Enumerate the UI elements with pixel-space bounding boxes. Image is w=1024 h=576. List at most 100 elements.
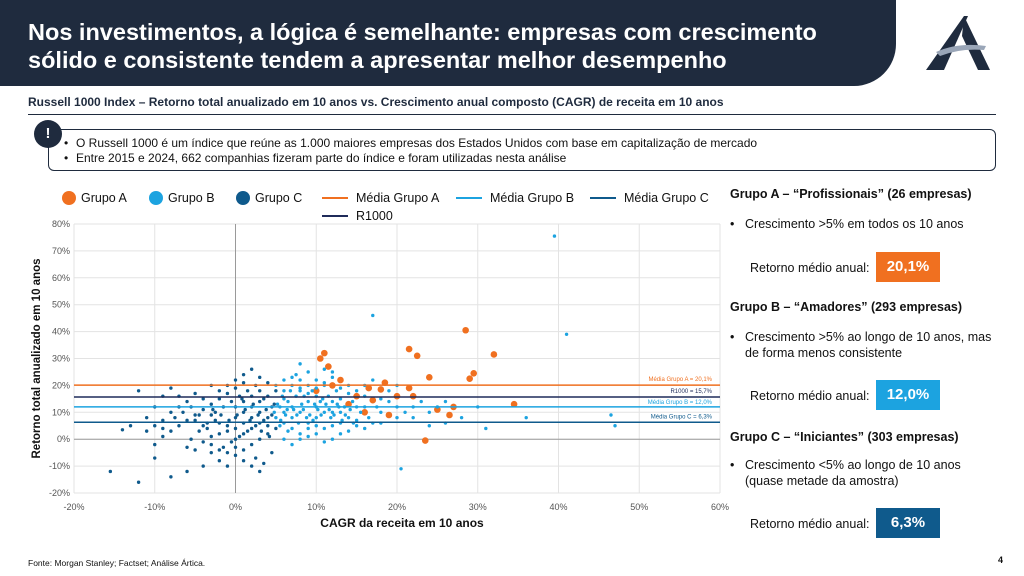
- data-point: [301, 407, 306, 412]
- group-c-text: Crescimento <5% ao longo de 10 anos (qua…: [745, 457, 961, 489]
- data-point: [306, 426, 310, 431]
- data-point: [354, 424, 359, 428]
- data-point: [193, 413, 197, 417]
- data-point: [322, 367, 327, 371]
- data-point: [361, 409, 369, 416]
- data-point: [609, 413, 613, 417]
- data-point: [209, 413, 213, 417]
- data-point: [298, 389, 302, 393]
- data-point: [225, 450, 230, 455]
- data-point: [258, 375, 262, 380]
- y-tick-label: 70%: [52, 246, 70, 256]
- data-point: [306, 399, 310, 404]
- data-point: [201, 424, 205, 428]
- data-point: [205, 426, 209, 431]
- data-point: [225, 391, 230, 396]
- data-point: [387, 399, 391, 404]
- data-point: [225, 464, 230, 468]
- data-point: [316, 407, 320, 412]
- data-point: [295, 413, 299, 417]
- data-point: [185, 399, 189, 404]
- data-point: [399, 467, 403, 471]
- data-point: [470, 369, 478, 377]
- x-tick-label: 60%: [711, 502, 729, 512]
- data-point: [153, 424, 157, 428]
- data-point: [193, 391, 197, 396]
- data-point: [258, 389, 262, 393]
- data-point: [524, 415, 528, 420]
- data-point: [161, 434, 165, 439]
- data-point: [312, 402, 317, 406]
- data-point: [379, 410, 383, 414]
- y-tick-label: 60%: [52, 273, 70, 283]
- data-point: [330, 399, 335, 404]
- data-point: [288, 389, 293, 393]
- y-tick-label: -20%: [49, 488, 70, 498]
- data-point: [272, 410, 276, 414]
- data-point: [272, 402, 276, 406]
- data-point: [330, 410, 335, 414]
- data-point: [490, 351, 498, 358]
- data-point: [381, 379, 389, 387]
- data-point: [185, 469, 189, 474]
- data-point: [136, 480, 141, 484]
- data-point: [325, 363, 332, 370]
- note-box: [48, 129, 996, 171]
- data-point: [387, 389, 391, 393]
- data-point: [185, 445, 189, 449]
- data-point: [169, 386, 173, 390]
- data-point: [266, 432, 270, 436]
- x-tick-label: -10%: [144, 502, 165, 512]
- data-point: [443, 399, 448, 404]
- data-point: [338, 386, 343, 390]
- data-point: [253, 456, 258, 460]
- data-point: [233, 426, 238, 431]
- data-point: [421, 437, 429, 444]
- data-point: [209, 402, 213, 406]
- legend-r1000: R1000: [322, 209, 393, 223]
- group-b-text: Crescimento >5% ao longo de 10 anos, mas…: [745, 329, 991, 361]
- header-bar: Nos investimentos, a lógica é semelhante…: [0, 0, 896, 86]
- data-point: [329, 415, 333, 420]
- data-point: [350, 399, 355, 404]
- data-point: [201, 464, 205, 468]
- orange-dot-icon: [62, 191, 76, 205]
- data-point: [241, 459, 246, 463]
- data-point: [241, 410, 246, 414]
- data-point: [286, 429, 290, 433]
- x-tick-label: 40%: [549, 502, 567, 512]
- data-point: [193, 418, 197, 423]
- data-point: [274, 415, 278, 420]
- data-point: [144, 415, 149, 420]
- data-point: [249, 415, 254, 420]
- data-point: [434, 406, 441, 413]
- data-point: [314, 424, 318, 428]
- data-point: [262, 397, 266, 401]
- data-point: [233, 453, 238, 458]
- data-point: [403, 410, 407, 414]
- data-point: [241, 399, 246, 404]
- data-point: [346, 391, 351, 396]
- data-point: [332, 413, 336, 417]
- data-point: [283, 413, 288, 417]
- artica-logo-icon: [926, 16, 990, 70]
- data-point: [298, 386, 302, 390]
- data-point: [379, 397, 383, 401]
- legend-label: Grupo A: [81, 191, 127, 205]
- x-tick-label: 0%: [229, 502, 242, 512]
- data-point: [367, 415, 371, 420]
- data-point: [314, 378, 318, 382]
- data-point: [201, 397, 205, 401]
- data-point: [279, 418, 283, 423]
- data-point: [169, 429, 173, 433]
- data-point: [217, 459, 222, 463]
- data-point: [335, 402, 339, 406]
- data-point: [285, 407, 289, 412]
- data-point: [298, 362, 302, 366]
- page-number: 4: [998, 555, 1004, 565]
- reference-line-label: Média Grupo B = 12,0%: [648, 400, 713, 406]
- data-point: [322, 410, 327, 414]
- chart-subtitle: Russell 1000 Index – Retorno total anual…: [28, 95, 724, 109]
- data-point: [459, 415, 464, 420]
- data-point: [405, 345, 413, 353]
